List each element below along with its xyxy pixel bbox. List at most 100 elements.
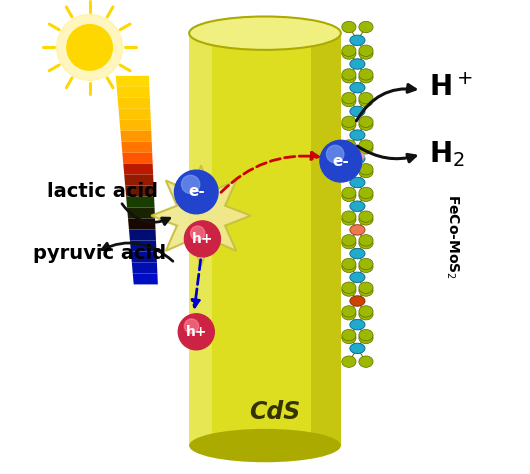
Ellipse shape: [359, 69, 373, 80]
Polygon shape: [128, 219, 155, 229]
Ellipse shape: [350, 152, 365, 161]
Ellipse shape: [350, 130, 365, 140]
Polygon shape: [121, 142, 152, 153]
Polygon shape: [132, 263, 157, 273]
Text: lactic acid: lactic acid: [47, 182, 158, 201]
Ellipse shape: [359, 143, 373, 154]
Ellipse shape: [350, 225, 365, 235]
Ellipse shape: [359, 190, 373, 201]
Ellipse shape: [350, 59, 365, 69]
Ellipse shape: [359, 166, 373, 178]
Ellipse shape: [342, 211, 356, 222]
Polygon shape: [118, 98, 151, 109]
Ellipse shape: [350, 82, 365, 93]
Ellipse shape: [189, 17, 341, 50]
Ellipse shape: [342, 187, 356, 199]
Polygon shape: [130, 240, 156, 252]
Ellipse shape: [342, 329, 356, 341]
Text: pyruvic acid: pyruvic acid: [33, 244, 166, 263]
Text: e-: e-: [332, 154, 349, 169]
Polygon shape: [127, 208, 155, 219]
Circle shape: [181, 175, 200, 193]
Ellipse shape: [342, 190, 356, 201]
Ellipse shape: [350, 272, 365, 283]
Text: h+: h+: [186, 325, 207, 339]
Ellipse shape: [359, 214, 373, 225]
Ellipse shape: [342, 282, 356, 293]
Ellipse shape: [359, 282, 373, 293]
Ellipse shape: [342, 164, 356, 175]
Circle shape: [57, 14, 122, 81]
Ellipse shape: [359, 261, 373, 273]
Ellipse shape: [359, 237, 373, 249]
Polygon shape: [119, 120, 151, 131]
Ellipse shape: [359, 187, 373, 199]
Polygon shape: [129, 229, 156, 240]
Circle shape: [326, 146, 344, 163]
Ellipse shape: [359, 329, 373, 341]
Ellipse shape: [359, 45, 373, 56]
Circle shape: [184, 319, 199, 333]
Polygon shape: [122, 153, 153, 164]
Ellipse shape: [342, 45, 356, 56]
Ellipse shape: [342, 48, 356, 59]
Ellipse shape: [350, 154, 365, 164]
Ellipse shape: [359, 211, 373, 222]
Text: H$^+$: H$^+$: [429, 73, 472, 102]
Ellipse shape: [342, 119, 356, 130]
Text: e-: e-: [188, 184, 205, 200]
Ellipse shape: [342, 69, 356, 80]
Polygon shape: [124, 174, 154, 186]
Ellipse shape: [350, 296, 365, 306]
Ellipse shape: [342, 21, 356, 33]
Polygon shape: [151, 166, 251, 265]
Ellipse shape: [350, 201, 365, 211]
Ellipse shape: [342, 235, 356, 246]
Ellipse shape: [342, 92, 356, 104]
Ellipse shape: [359, 119, 373, 130]
Ellipse shape: [350, 248, 365, 259]
Circle shape: [184, 221, 220, 257]
Ellipse shape: [342, 309, 356, 320]
Ellipse shape: [189, 429, 341, 462]
Text: FeCo-MoS$_2$: FeCo-MoS$_2$: [444, 194, 461, 280]
Ellipse shape: [342, 72, 356, 83]
Bar: [189, 33, 341, 446]
Polygon shape: [125, 186, 154, 197]
Ellipse shape: [342, 143, 356, 154]
Ellipse shape: [350, 343, 365, 354]
Ellipse shape: [342, 306, 356, 317]
Ellipse shape: [350, 177, 365, 188]
Ellipse shape: [359, 258, 373, 270]
Polygon shape: [131, 252, 157, 263]
Ellipse shape: [359, 140, 373, 151]
Ellipse shape: [359, 356, 373, 367]
Ellipse shape: [359, 95, 373, 107]
Ellipse shape: [359, 306, 373, 317]
Ellipse shape: [342, 285, 356, 296]
Ellipse shape: [342, 237, 356, 249]
Polygon shape: [117, 87, 150, 98]
Ellipse shape: [342, 116, 356, 128]
Circle shape: [178, 314, 214, 350]
Polygon shape: [123, 164, 153, 174]
Circle shape: [67, 25, 112, 70]
Circle shape: [320, 140, 361, 182]
Ellipse shape: [359, 21, 373, 33]
Circle shape: [190, 226, 205, 240]
Ellipse shape: [359, 235, 373, 246]
Polygon shape: [116, 76, 149, 87]
Ellipse shape: [342, 332, 356, 344]
Text: h+: h+: [192, 232, 213, 246]
Ellipse shape: [359, 164, 373, 175]
Ellipse shape: [359, 332, 373, 344]
Ellipse shape: [342, 258, 356, 270]
Ellipse shape: [342, 261, 356, 273]
Polygon shape: [126, 197, 155, 208]
Ellipse shape: [342, 214, 356, 225]
Ellipse shape: [359, 116, 373, 128]
Ellipse shape: [359, 285, 373, 296]
Ellipse shape: [342, 356, 356, 367]
Ellipse shape: [350, 319, 365, 330]
Text: CdS: CdS: [249, 401, 300, 424]
